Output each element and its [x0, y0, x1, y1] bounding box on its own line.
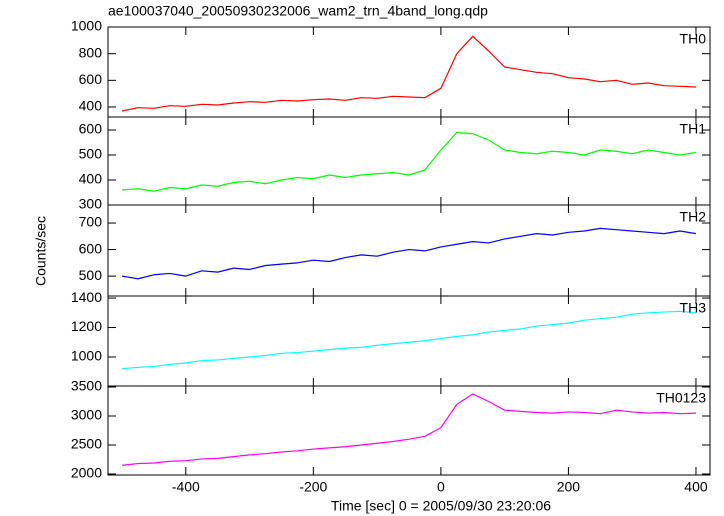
y-tick-label: 300 [79, 196, 103, 212]
x-tick-label: 400 [684, 479, 708, 495]
panel-label: TH2 [680, 209, 707, 225]
data-line [121, 227, 697, 280]
panel-frame [107, 385, 711, 476]
y-tick-label: 2000 [71, 465, 102, 481]
panel-label: TH0123 [656, 390, 706, 406]
panel-frame [107, 26, 711, 118]
panel-label: TH0 [680, 31, 707, 47]
panel-label: TH3 [680, 300, 707, 316]
y-tick-label: 800 [79, 44, 103, 60]
y-tick-label: 3000 [71, 407, 102, 423]
panel-label: TH1 [680, 121, 707, 137]
y-axis-label: Counts/sec [33, 216, 49, 286]
y-tick-label: 1400 [71, 289, 102, 305]
y-tick-label: 400 [79, 98, 103, 114]
y-tick-label: 500 [79, 267, 103, 283]
y-tick-label: 1000 [71, 18, 102, 34]
y-tick-label: 600 [79, 121, 103, 137]
y-tick-label: 600 [79, 71, 103, 87]
y-tick-label: 700 [79, 214, 103, 230]
panel-frame [107, 204, 711, 297]
data-line [121, 131, 697, 192]
chart-title: ae100037040_20050930232006_wam2_trn_4ban… [108, 3, 488, 19]
y-tick-label: 400 [79, 171, 103, 187]
y-tick-label: 1200 [71, 318, 102, 334]
x-tick-label: -200 [299, 479, 327, 495]
y-tick-label: 600 [79, 240, 103, 256]
x-tick-label: -400 [172, 479, 200, 495]
y-tick-label: 3500 [71, 378, 102, 394]
x-tick-label: 0 [437, 479, 445, 495]
data-line [121, 393, 696, 466]
panel-frame [107, 116, 711, 206]
y-tick-label: 1000 [71, 348, 102, 364]
data-line [121, 35, 696, 112]
panel-frame [107, 295, 711, 387]
y-tick-label: 2500 [71, 436, 102, 452]
x-tick-label: 200 [557, 479, 581, 495]
data-line [121, 310, 697, 370]
x-axis-label: Time [sec] 0 = 2005/09/30 23:20:06 [331, 498, 551, 514]
y-tick-label: 500 [79, 146, 103, 162]
